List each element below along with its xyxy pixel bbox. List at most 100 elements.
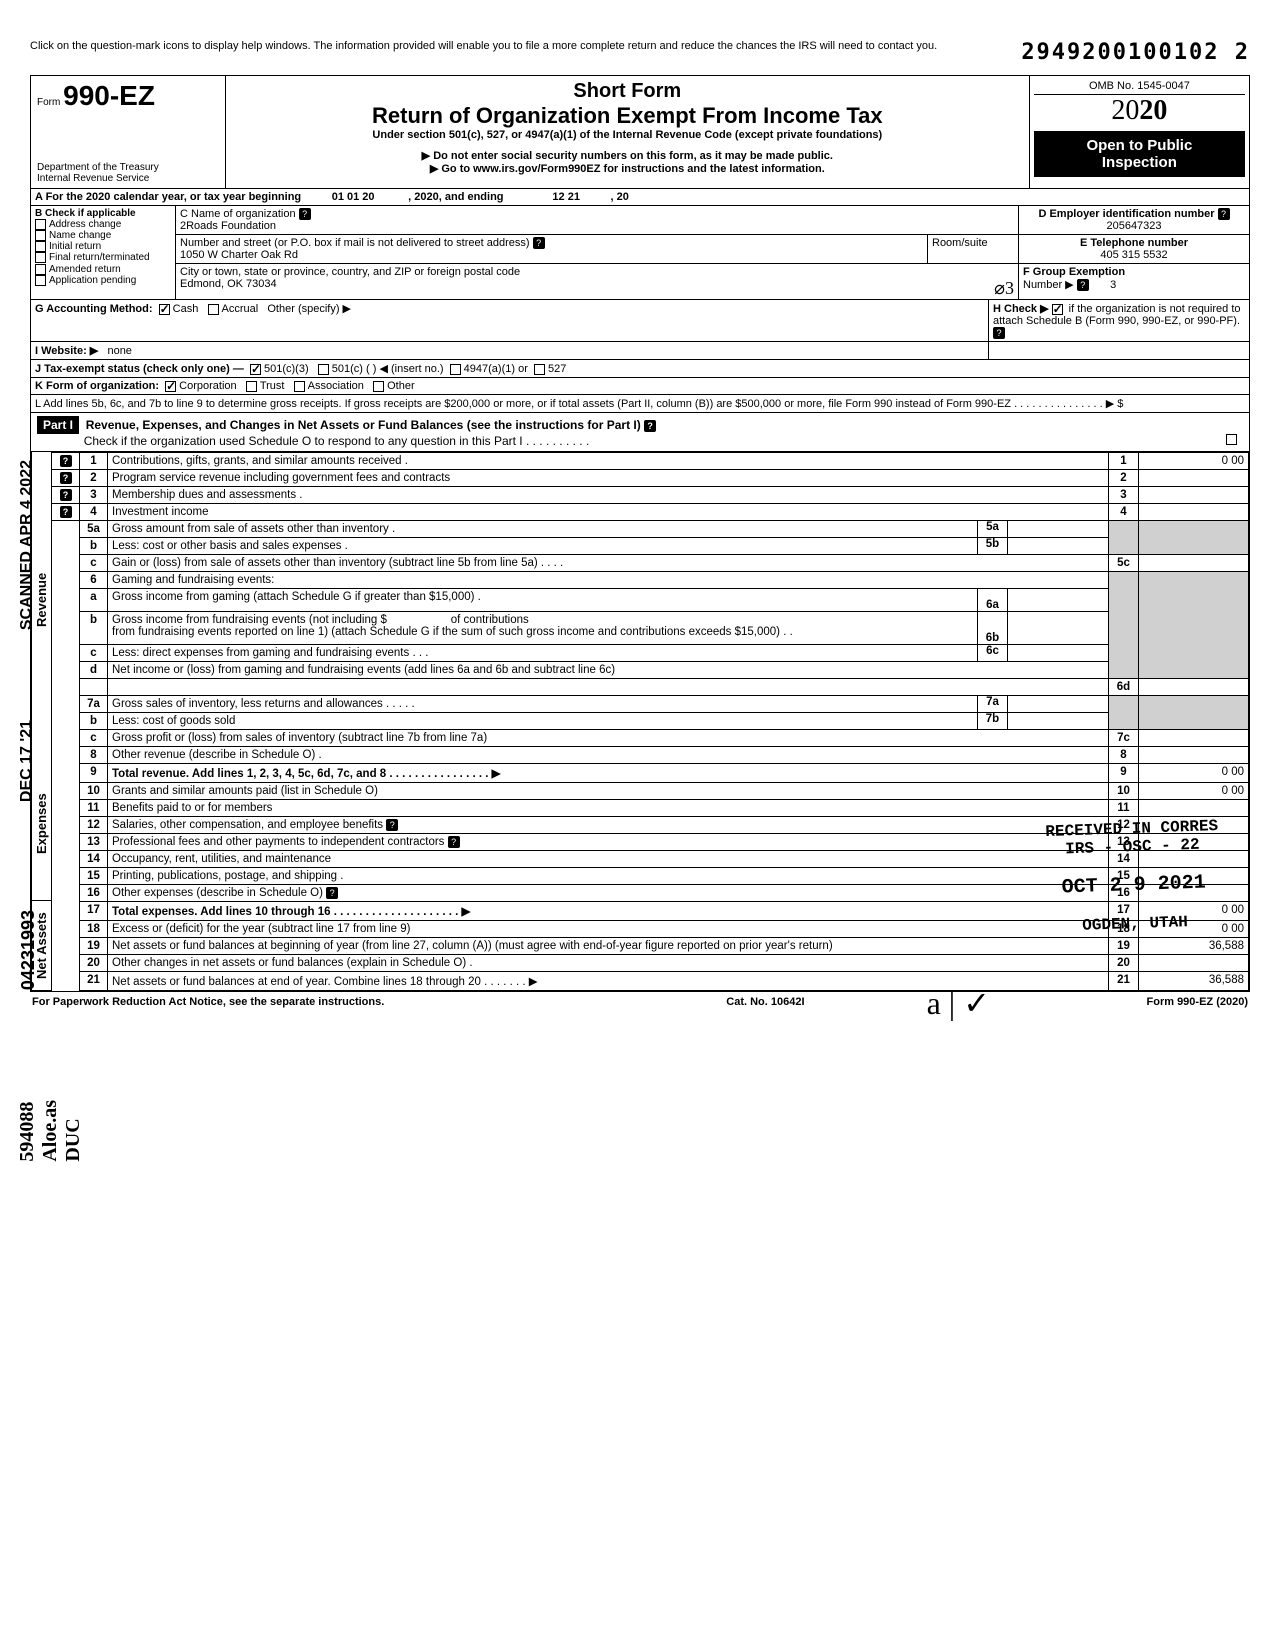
part1-badge: Part I — [37, 416, 79, 434]
help-icon[interactable]: ? — [326, 887, 338, 899]
help-icon[interactable]: ? — [386, 819, 398, 831]
f-num-label: Number ▶ — [1023, 279, 1074, 291]
help-icon[interactable]: ? — [60, 506, 72, 518]
open-public-2: Inspection — [1102, 154, 1177, 171]
line6b3: from fundraising events reported on line… — [112, 626, 793, 638]
help-icon[interactable]: ? — [1218, 208, 1230, 220]
section-a-cell: A For the 2020 calendar year, or tax yea… — [31, 189, 1249, 205]
b-5: Application pending — [49, 275, 136, 286]
omb: OMB No. 1545-0047 — [1034, 80, 1245, 95]
c-addr-label: Number and street (or P.O. box if mail i… — [180, 237, 530, 249]
g-other: Other (specify) ▶ — [267, 303, 351, 315]
chk-501c3[interactable] — [250, 364, 261, 375]
line12: Salaries, other compensation, and employ… — [112, 819, 383, 831]
chk-assoc[interactable] — [294, 381, 305, 392]
line20: Other changes in net assets or fund bala… — [108, 955, 1109, 972]
line6b2: of contributions — [451, 614, 529, 626]
form-no-big: 990-EZ — [63, 80, 155, 111]
help-icon[interactable]: ? — [448, 836, 460, 848]
a-end: 12 21 — [552, 191, 580, 203]
g-accrual: Accrual — [222, 303, 259, 315]
scanned-stamp: SCANNED APR 4 2022 — [18, 460, 36, 630]
line9-v: 0 00 — [1139, 764, 1249, 783]
line15: Printing, publications, postage, and shi… — [108, 868, 1109, 885]
chk-app-pending[interactable] — [35, 275, 46, 286]
part1-title: Revenue, Expenses, and Changes in Net As… — [86, 418, 641, 432]
help-icon[interactable]: ? — [993, 327, 1005, 339]
chk-initial[interactable] — [35, 241, 46, 252]
footer-mid: Cat. No. 10642I — [726, 996, 804, 1008]
signature: a | ✓ — [927, 984, 990, 1022]
help-icon[interactable]: ? — [299, 208, 311, 220]
chk-corp[interactable] — [165, 381, 176, 392]
line8: Other revenue (describe in Schedule O) . — [108, 747, 1109, 764]
help-icon[interactable]: ? — [644, 420, 656, 432]
chk-name-change[interactable] — [35, 230, 46, 241]
help-icon[interactable]: ? — [60, 472, 72, 484]
help-icon[interactable]: ? — [60, 489, 72, 501]
chk-amended[interactable] — [35, 264, 46, 275]
dec-stamp: DEC 17 '21 — [18, 720, 36, 802]
phone: 405 315 5532 — [1100, 249, 1167, 261]
chk-501c[interactable] — [318, 364, 329, 375]
handwrite-stamp: 594088 Aloe.as DUC — [16, 1100, 85, 1162]
chk-527[interactable] — [534, 364, 545, 375]
k-label: K Form of organization: — [35, 380, 159, 392]
b-2: Initial return — [49, 241, 101, 252]
line3: Membership dues and assessments . — [108, 487, 1109, 504]
line19: Net assets or fund balances at beginning… — [108, 938, 1109, 955]
j-1: 501(c) ( ) ◀ (insert no.) — [332, 363, 444, 375]
part1-check: Check if the organization used Schedule … — [84, 434, 590, 448]
help-icon[interactable]: ? — [60, 455, 72, 467]
help-icon[interactable]: ? — [1077, 279, 1089, 291]
j-0: 501(c)(3) — [264, 363, 309, 375]
page-container: Click on the question-mark icons to disp… — [30, 40, 1250, 1012]
g-cash: Cash — [173, 303, 199, 315]
form-number: Form 990-EZ — [37, 80, 219, 112]
header-center: Short Form Return of Organization Exempt… — [226, 76, 1030, 188]
stamp-date: OCT 2 9 2021 — [1062, 871, 1207, 899]
section-b: B Check if applicable Address change Nam… — [31, 206, 176, 299]
section-k: K Form of organization: Corporation Trus… — [31, 378, 1249, 395]
help-icon[interactable]: ? — [533, 237, 545, 249]
chk-part1-scho[interactable] — [1226, 434, 1237, 445]
line19-v: 36,588 — [1139, 938, 1249, 955]
chk-h[interactable] — [1052, 304, 1063, 315]
line17: Total expenses. Add lines 10 through 16 … — [112, 906, 470, 918]
g-label: G Accounting Method: — [35, 303, 153, 315]
section-l: L Add lines 5b, 6c, and 7b to line 9 to … — [31, 395, 1249, 413]
header-left: Form 990-EZ Department of the Treasury I… — [31, 76, 226, 188]
a-endlabel: , 20 — [611, 191, 629, 203]
top-hint-row: Click on the question-mark icons to disp… — [30, 40, 1250, 65]
line6b1: Gross income from fundraising events (no… — [112, 614, 387, 626]
chk-4947[interactable] — [450, 364, 461, 375]
chk-trust[interactable] — [246, 381, 257, 392]
line21-v: 36,588 — [1139, 972, 1249, 991]
line18: Excess or (deficit) for the year (subtra… — [108, 921, 1109, 938]
hint-text: Click on the question-mark icons to disp… — [30, 40, 937, 65]
chk-accrual[interactable] — [208, 304, 219, 315]
section-j: J Tax-exempt status (check only one) — 5… — [31, 360, 1249, 378]
line1: Contributions, gifts, grants, and simila… — [108, 453, 1109, 470]
line6c: Less: direct expenses from gaming and fu… — [108, 645, 978, 661]
f-value: 3 — [1110, 279, 1116, 291]
chk-final[interactable] — [35, 252, 46, 263]
k-0: Corporation — [179, 380, 236, 392]
b-label: B Check if applicable — [35, 208, 136, 219]
chk-other-org[interactable] — [373, 381, 384, 392]
h-label: H Check ▶ — [993, 303, 1049, 315]
line2: Program service revenue including govern… — [108, 470, 1109, 487]
form-subtitle: Under section 501(c), 527, or 4947(a)(1)… — [234, 129, 1021, 141]
line6: Gaming and fundraising events: — [108, 572, 1109, 589]
chk-cash[interactable] — [159, 304, 170, 315]
stamp-ogden: OGDEN, UTAH — [1082, 913, 1188, 935]
j-3: 527 — [548, 363, 566, 375]
line5a: Gross amount from sale of assets other t… — [108, 521, 978, 537]
line4: Investment income — [108, 504, 1109, 521]
f-label: F Group Exemption — [1023, 266, 1125, 278]
line11: Benefits paid to or for members — [108, 800, 1109, 817]
line6d: Net income or (loss) from gaming and fun… — [108, 662, 1109, 679]
line6a: Gross income from gaming (attach Schedul… — [108, 589, 978, 611]
dln-stamp: 04231993 — [18, 910, 39, 990]
chk-address-change[interactable] — [35, 219, 46, 230]
